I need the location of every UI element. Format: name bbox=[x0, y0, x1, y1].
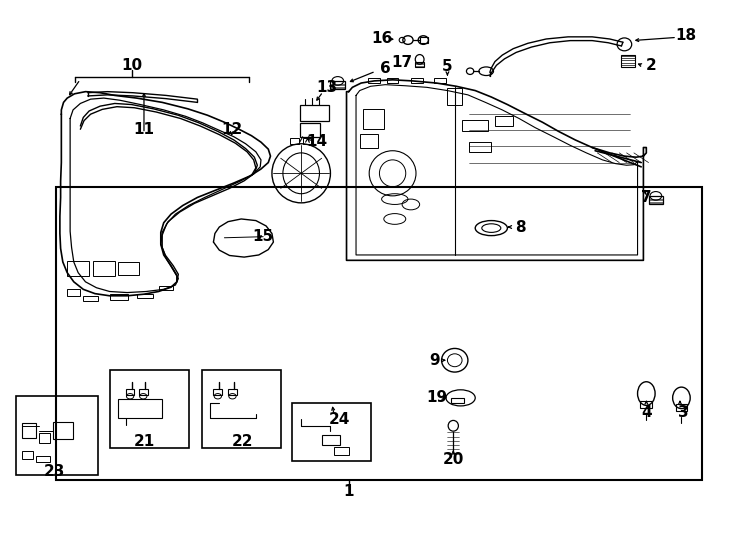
Text: 2: 2 bbox=[645, 58, 656, 73]
Bar bbox=[363, 109, 384, 129]
Bar bbox=[675, 404, 687, 411]
Bar bbox=[228, 389, 237, 395]
Text: 20: 20 bbox=[443, 451, 464, 467]
Bar bbox=[421, 37, 428, 43]
Bar bbox=[330, 81, 345, 90]
Text: 10: 10 bbox=[121, 58, 142, 73]
Text: 21: 21 bbox=[134, 434, 155, 449]
Bar bbox=[118, 262, 139, 275]
Text: 3: 3 bbox=[677, 405, 688, 420]
Text: 7: 7 bbox=[641, 190, 652, 205]
Text: 19: 19 bbox=[426, 390, 447, 406]
Bar bbox=[139, 389, 148, 395]
Bar bbox=[469, 142, 491, 152]
Bar bbox=[109, 370, 189, 448]
Text: 18: 18 bbox=[675, 28, 697, 43]
Text: 24: 24 bbox=[329, 412, 350, 427]
Bar bbox=[368, 78, 380, 83]
Text: 11: 11 bbox=[134, 122, 154, 137]
Bar bbox=[435, 78, 446, 83]
Text: 14: 14 bbox=[307, 133, 328, 148]
Bar bbox=[214, 389, 222, 395]
Bar bbox=[451, 398, 464, 403]
Bar bbox=[37, 456, 50, 462]
Bar bbox=[68, 261, 89, 276]
Bar bbox=[641, 401, 653, 408]
Bar bbox=[649, 196, 663, 205]
Text: 8: 8 bbox=[515, 220, 526, 234]
Bar bbox=[137, 294, 153, 299]
Bar bbox=[360, 134, 378, 147]
Bar bbox=[387, 78, 399, 83]
Text: 15: 15 bbox=[252, 229, 274, 244]
Bar bbox=[68, 289, 80, 296]
Bar bbox=[118, 399, 162, 418]
Bar bbox=[22, 423, 37, 437]
Text: 5: 5 bbox=[442, 59, 453, 75]
Bar bbox=[334, 447, 349, 455]
Text: 1: 1 bbox=[344, 484, 354, 499]
Bar bbox=[302, 138, 311, 144]
Bar bbox=[57, 187, 702, 480]
Bar bbox=[53, 422, 73, 439]
Text: 16: 16 bbox=[371, 31, 392, 46]
Bar bbox=[126, 389, 134, 395]
Bar bbox=[22, 451, 33, 459]
Text: 9: 9 bbox=[429, 353, 440, 368]
Text: 17: 17 bbox=[391, 55, 413, 70]
Bar bbox=[411, 78, 423, 83]
Text: 23: 23 bbox=[43, 464, 65, 480]
Bar bbox=[462, 119, 487, 131]
Text: 13: 13 bbox=[316, 80, 338, 95]
Bar bbox=[159, 286, 173, 291]
Bar bbox=[292, 403, 371, 461]
Bar bbox=[16, 396, 98, 475]
Bar bbox=[448, 89, 462, 105]
Bar bbox=[622, 55, 635, 67]
Bar bbox=[290, 138, 299, 144]
Bar bbox=[40, 433, 51, 443]
Text: 4: 4 bbox=[641, 405, 652, 420]
Text: 22: 22 bbox=[232, 434, 253, 449]
Bar bbox=[92, 261, 115, 276]
Bar bbox=[321, 435, 340, 444]
Bar bbox=[109, 294, 128, 300]
Bar bbox=[495, 116, 513, 126]
Bar bbox=[415, 62, 424, 67]
Bar bbox=[299, 123, 320, 137]
Bar bbox=[83, 296, 98, 301]
Text: 12: 12 bbox=[221, 122, 242, 137]
Bar bbox=[203, 370, 281, 448]
Bar bbox=[299, 105, 329, 120]
Text: 6: 6 bbox=[380, 61, 390, 76]
